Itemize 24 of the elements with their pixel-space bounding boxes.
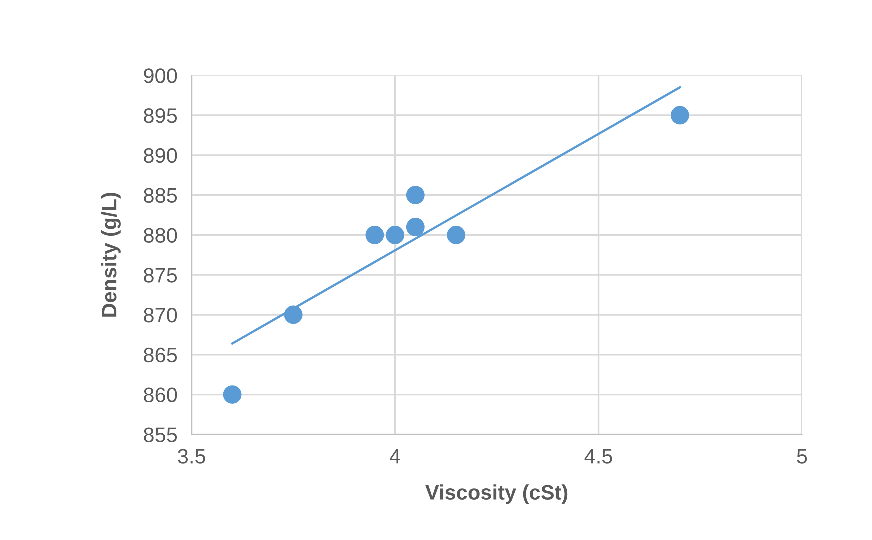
point	[223, 386, 242, 404]
y-tick-label: 860	[144, 388, 178, 403]
x-tick-label: 5	[797, 449, 808, 464]
x-tick-label: 4.5	[584, 449, 612, 464]
point	[406, 218, 425, 236]
point	[284, 306, 303, 324]
x-tick-label: 4	[390, 449, 400, 464]
y-tick-label: 900	[144, 68, 178, 84]
y-tick-label: 885	[144, 188, 178, 204]
x-tick-label: 3.5	[178, 449, 206, 464]
point	[386, 226, 405, 244]
y-axis-title: Density (g/L)	[101, 193, 121, 317]
point	[406, 186, 425, 204]
y-tick-label: 875	[144, 268, 178, 283]
x-axis-title: Viscosity (cSt)	[426, 484, 568, 504]
point	[447, 226, 466, 244]
y-tick-label: 880	[144, 228, 178, 243]
y-tick-label: 855	[144, 428, 178, 442]
y-tick-label: 870	[144, 308, 178, 323]
y-tick-label: 890	[144, 148, 178, 164]
point	[670, 106, 690, 125]
y-tick-label: 865	[144, 348, 178, 363]
point	[366, 226, 384, 244]
y-tick-label: 895	[144, 108, 178, 124]
